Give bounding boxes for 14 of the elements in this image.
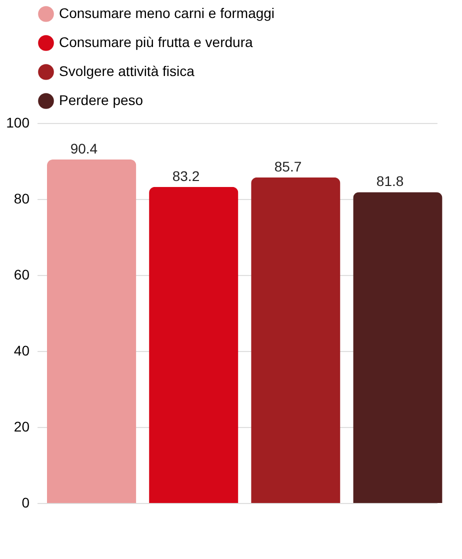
data-label: 90.4 [70,140,98,156]
legend-label: Svolgere attività fisica [59,63,195,79]
legend-label: Consumare più frutta e verdura [59,34,253,50]
legend-label: Consumare meno carni e formaggi [59,5,275,21]
y-tick-label: 100 [6,114,30,130]
y-tick-label: 40 [14,342,30,358]
legend-label: Perdere peso [59,92,144,108]
data-label: 81.8 [376,173,404,190]
y-tick-label: 60 [14,266,30,282]
y-tick-label: 20 [14,418,30,434]
y-tick-label: 80 [14,190,30,206]
y-tick-label: 0 [22,494,30,510]
data-label: 85.7 [274,158,302,174]
data-label: 83.2 [172,168,200,184]
